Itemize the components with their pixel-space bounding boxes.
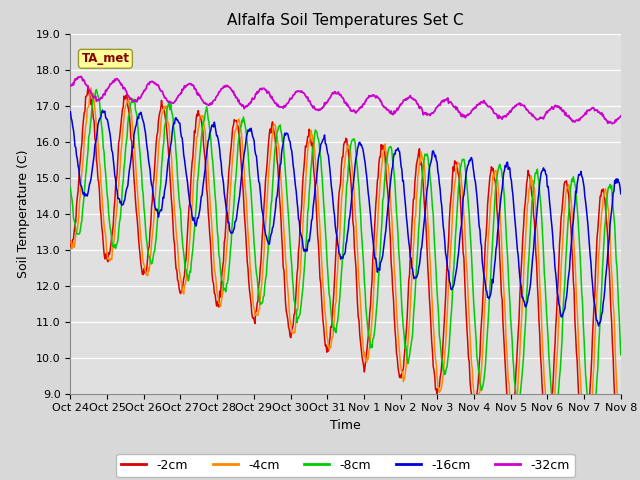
Legend: -2cm, -4cm, -8cm, -16cm, -32cm: -2cm, -4cm, -8cm, -16cm, -32cm — [116, 454, 575, 477]
Y-axis label: Soil Temperature (C): Soil Temperature (C) — [17, 149, 30, 278]
Title: Alfalfa Soil Temperatures Set C: Alfalfa Soil Temperatures Set C — [227, 13, 464, 28]
Text: TA_met: TA_met — [81, 52, 129, 65]
X-axis label: Time: Time — [330, 419, 361, 432]
